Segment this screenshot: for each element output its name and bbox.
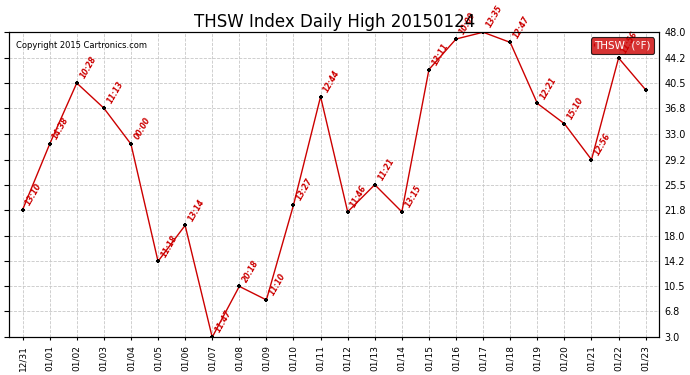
Text: 11:46: 11:46 [349, 184, 369, 209]
Title: THSW Index Daily High 20150124: THSW Index Daily High 20150124 [193, 13, 475, 31]
Point [613, 55, 624, 61]
Point [71, 80, 82, 86]
Text: 20:18: 20:18 [241, 258, 261, 284]
Point [559, 121, 570, 127]
Legend: THSW  (°F): THSW (°F) [591, 38, 654, 54]
Point [261, 297, 272, 303]
Point [17, 207, 28, 213]
Point [477, 29, 489, 35]
Text: Copyright 2015 Cartronics.com: Copyright 2015 Cartronics.com [16, 41, 146, 50]
Text: 11:13: 11:13 [106, 80, 125, 105]
Text: 11:47: 11:47 [214, 309, 233, 334]
Point [179, 222, 190, 228]
Text: 13:27: 13:27 [295, 177, 315, 202]
Text: 00:00: 00:00 [132, 116, 152, 141]
Point [504, 39, 515, 45]
Text: 13:10: 13:10 [24, 182, 43, 207]
Text: 11:21: 11:21 [376, 157, 396, 182]
Text: 12:47: 12:47 [511, 14, 531, 40]
Text: 14:38: 14:38 [51, 116, 71, 141]
Point [152, 258, 164, 264]
Text: 10:09: 10:09 [457, 11, 477, 36]
Text: 13:11: 13:11 [431, 42, 450, 67]
Point [342, 209, 353, 215]
Text: 12:56: 12:56 [593, 132, 613, 157]
Point [369, 182, 380, 188]
Point [315, 94, 326, 100]
Point [99, 105, 110, 111]
Point [396, 209, 407, 215]
Point [532, 100, 543, 106]
Point [44, 141, 55, 147]
Point [586, 157, 597, 163]
Point [451, 36, 462, 42]
Text: 11:10: 11:10 [268, 272, 288, 297]
Point [126, 141, 137, 147]
Text: 11:56: 11:56 [620, 30, 640, 55]
Text: 11:18: 11:18 [159, 233, 179, 258]
Point [424, 66, 435, 72]
Text: 12:44: 12:44 [322, 69, 342, 94]
Point [640, 87, 651, 93]
Text: 13:15: 13:15 [403, 184, 423, 209]
Text: 13:14: 13:14 [186, 197, 206, 223]
Point [288, 202, 299, 208]
Text: 15:10: 15:10 [566, 96, 586, 121]
Text: 10:28: 10:28 [78, 55, 98, 80]
Point [207, 334, 218, 340]
Point [234, 284, 245, 290]
Text: 13:35: 13:35 [484, 4, 504, 30]
Text: 12:21: 12:21 [539, 75, 558, 100]
